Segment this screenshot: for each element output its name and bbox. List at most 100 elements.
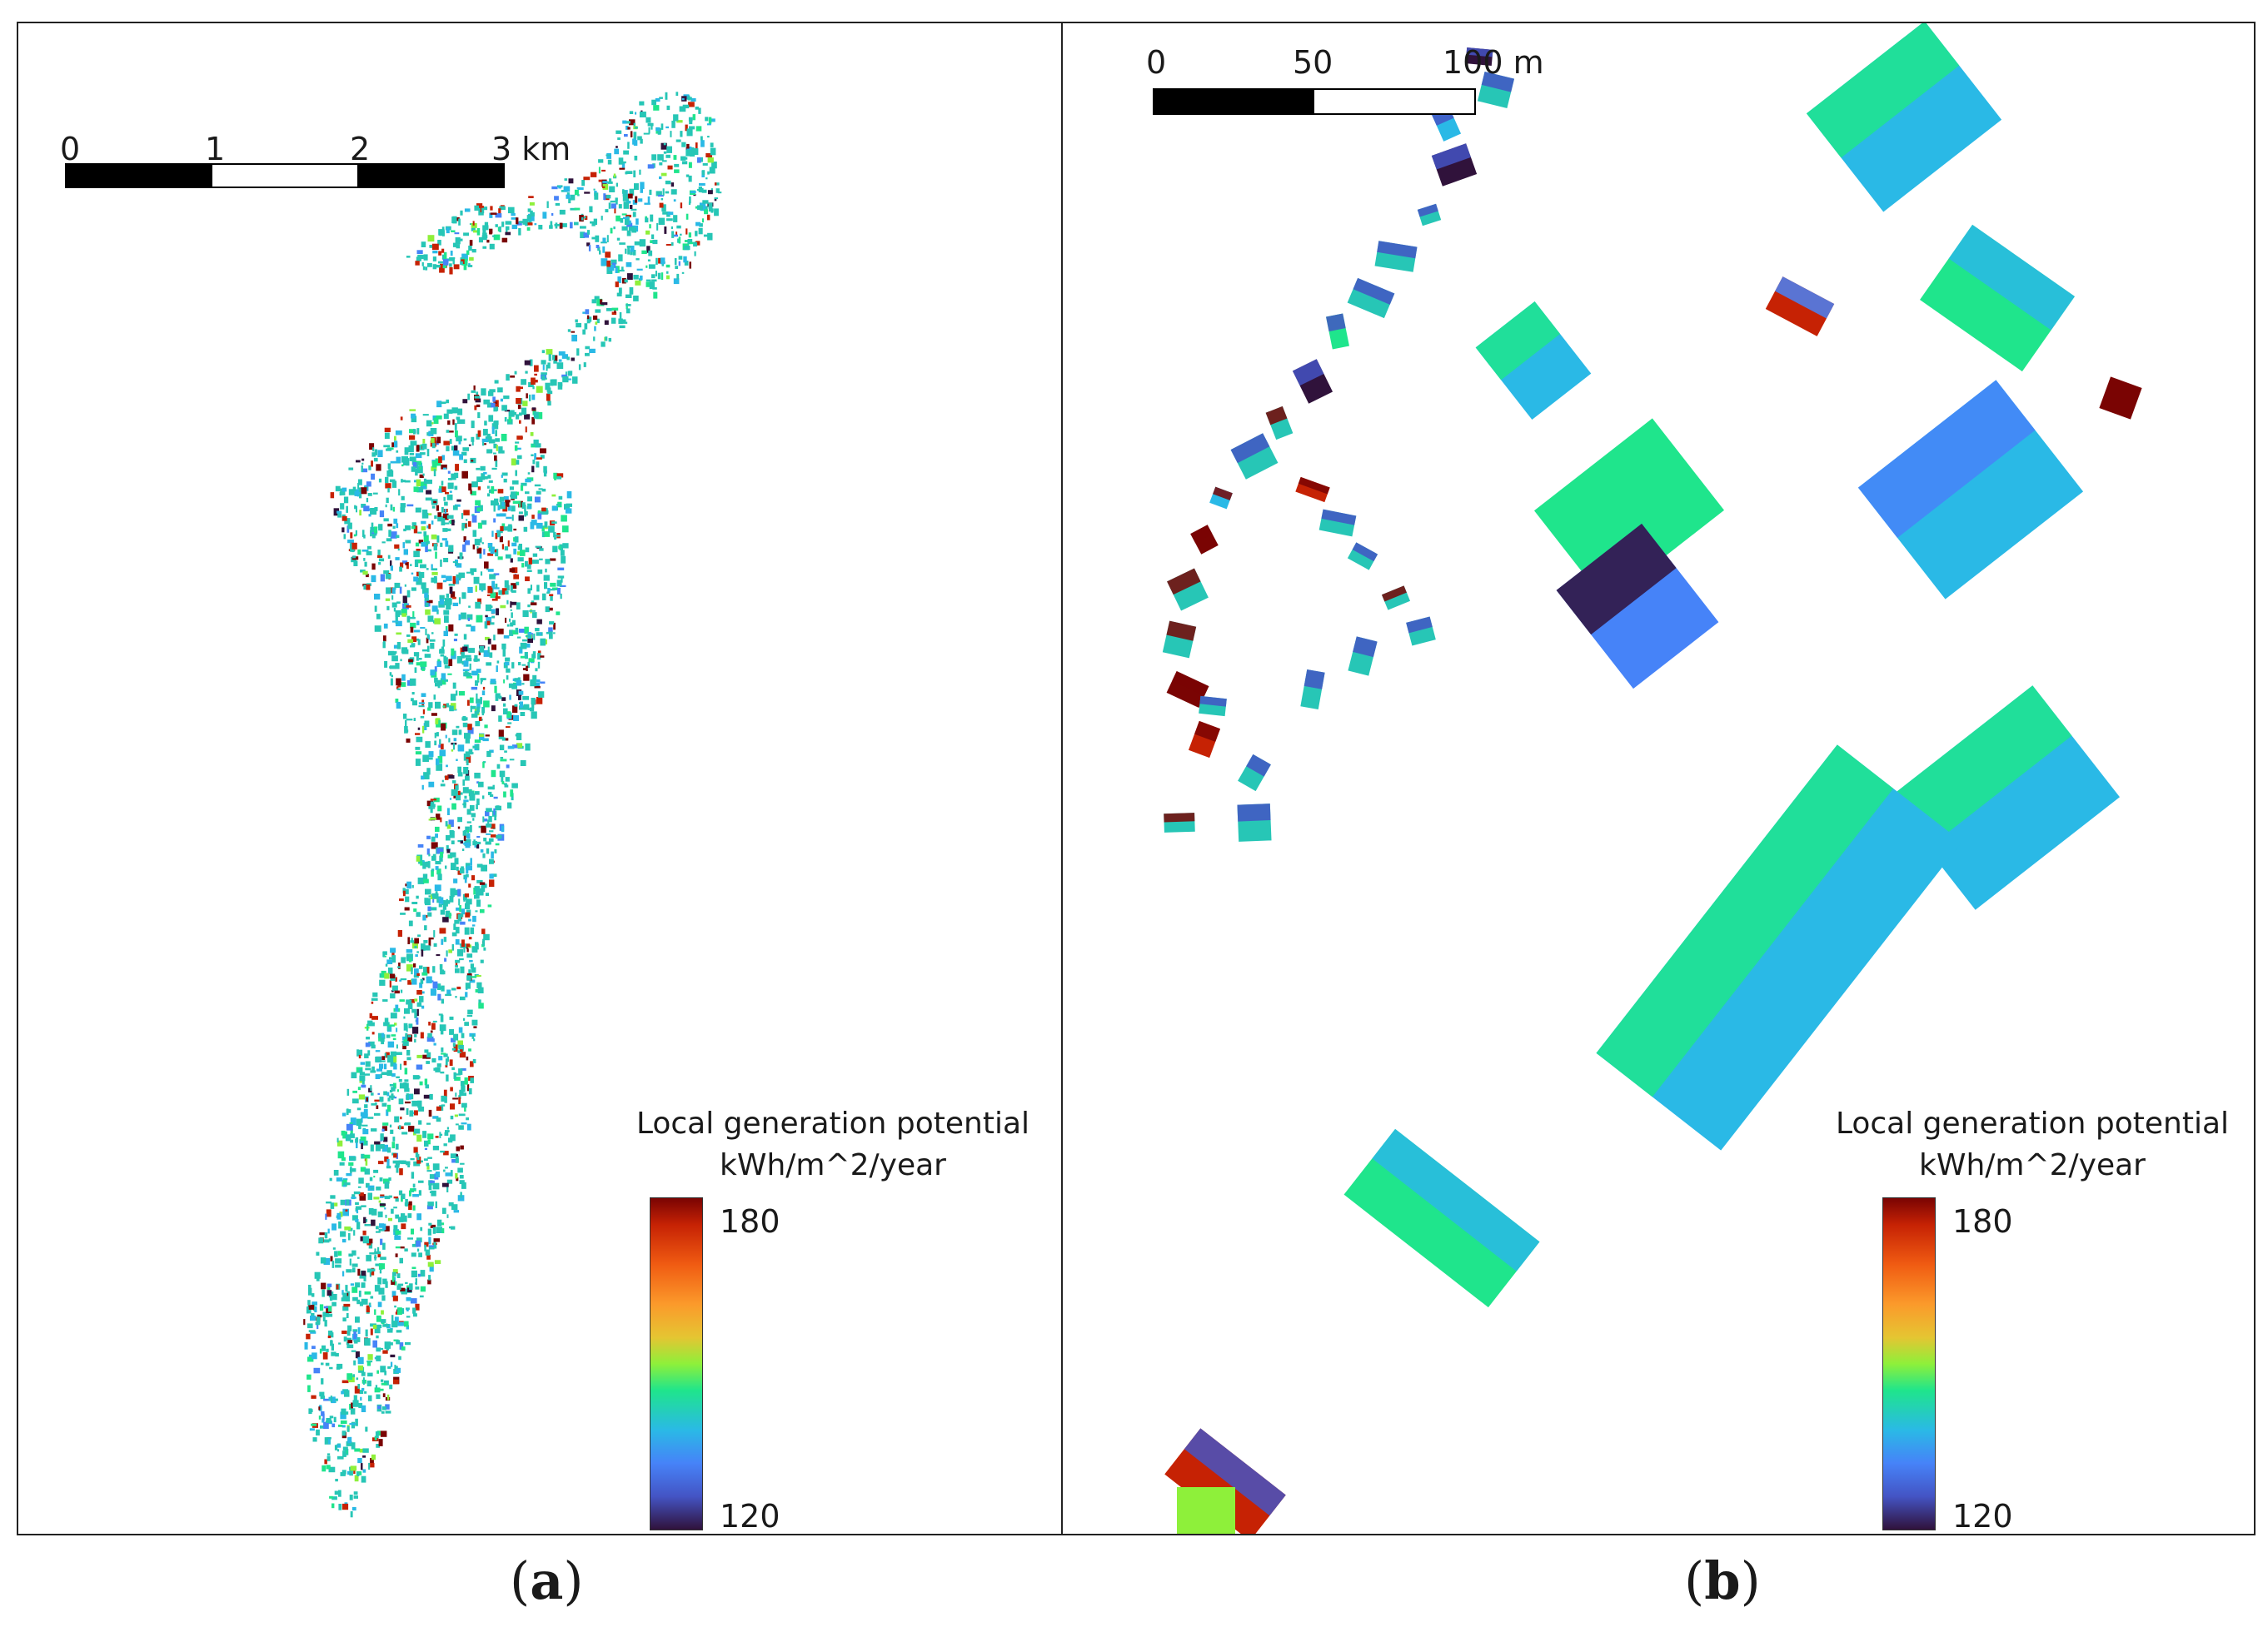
building-footprint bbox=[331, 1496, 337, 1500]
building-footprint bbox=[319, 1405, 322, 1411]
building-footprint bbox=[556, 476, 562, 480]
building-footprint bbox=[464, 540, 470, 545]
building-footprint bbox=[418, 1180, 424, 1183]
building-footprint bbox=[322, 1352, 328, 1360]
building-footprint bbox=[525, 478, 531, 483]
building-footprint bbox=[400, 1107, 405, 1111]
building-footprint bbox=[436, 1226, 443, 1233]
building-footprint bbox=[531, 600, 535, 603]
building-footprint bbox=[511, 224, 518, 230]
building-footprint bbox=[557, 575, 565, 579]
building-footprint bbox=[392, 1269, 398, 1273]
building-footprint bbox=[384, 1018, 389, 1024]
building-footprint bbox=[439, 649, 445, 654]
building-footprint bbox=[489, 879, 495, 888]
building-footprint bbox=[476, 699, 482, 704]
building-footprint bbox=[531, 210, 533, 214]
building-footprint bbox=[329, 1416, 334, 1419]
building-footprint bbox=[532, 612, 537, 618]
building-footprint bbox=[457, 772, 463, 777]
building-footprint bbox=[428, 524, 431, 530]
building-footprint bbox=[431, 980, 434, 983]
building-footprint bbox=[491, 598, 498, 601]
building-footprint bbox=[379, 1203, 386, 1207]
building-footprint bbox=[425, 629, 427, 635]
building-footprint bbox=[414, 1038, 416, 1042]
building-footprint bbox=[377, 1246, 380, 1254]
building-footprint bbox=[476, 975, 481, 978]
building-footprint bbox=[496, 834, 502, 839]
building-footprint bbox=[517, 551, 520, 555]
building-footprint bbox=[460, 913, 464, 918]
building-footprint bbox=[416, 1237, 422, 1243]
building-footprint bbox=[366, 1381, 371, 1386]
building-footprint bbox=[551, 379, 557, 386]
building-footprint bbox=[481, 707, 486, 714]
building-footprint bbox=[501, 643, 506, 649]
building-footprint bbox=[380, 1073, 382, 1078]
building-footprint bbox=[664, 226, 667, 234]
building-footprint bbox=[486, 239, 490, 243]
building-footprint bbox=[665, 92, 668, 100]
building-footprint bbox=[566, 503, 572, 507]
building-footprint bbox=[467, 521, 471, 527]
building-footprint bbox=[361, 1142, 363, 1150]
building-footprint bbox=[345, 1337, 351, 1341]
building-footprint bbox=[456, 690, 458, 696]
building-footprint bbox=[445, 910, 451, 918]
building-footprint bbox=[347, 540, 354, 544]
building-footprint bbox=[494, 685, 497, 694]
building-footprint bbox=[646, 246, 650, 253]
building-footprint bbox=[450, 1134, 456, 1142]
building-footprint bbox=[374, 1112, 381, 1116]
building-footprint bbox=[455, 996, 457, 998]
building-footprint bbox=[401, 1215, 407, 1222]
building-footprint bbox=[488, 605, 493, 608]
building-footprint bbox=[430, 804, 436, 808]
building-footprint bbox=[495, 583, 498, 589]
building-footprint bbox=[667, 211, 674, 216]
building-footprint bbox=[666, 218, 673, 221]
building-footprint bbox=[558, 186, 561, 189]
building-footprint bbox=[394, 1366, 398, 1369]
building-footprint bbox=[439, 928, 446, 934]
building-footprint bbox=[429, 1264, 434, 1272]
building-footprint bbox=[385, 1411, 391, 1414]
building-footprint bbox=[360, 1062, 366, 1065]
building-footprint bbox=[446, 227, 450, 234]
building-footprint bbox=[374, 1309, 376, 1316]
building-footprint bbox=[414, 1110, 418, 1116]
building-footprint bbox=[503, 791, 506, 798]
building-footprint bbox=[404, 450, 409, 455]
building-footprint bbox=[527, 588, 531, 594]
building-footprint bbox=[574, 189, 579, 196]
building-footprint bbox=[583, 362, 586, 367]
building-footprint bbox=[491, 580, 496, 588]
legend-max: 180 bbox=[1952, 1203, 2013, 1240]
building-footprint bbox=[571, 331, 575, 333]
building-footprint bbox=[416, 571, 420, 577]
building-footprint bbox=[400, 503, 406, 508]
building-footprint bbox=[609, 178, 612, 184]
building-footprint bbox=[406, 1025, 408, 1032]
building-footprint bbox=[453, 1044, 458, 1052]
building-footprint bbox=[442, 259, 449, 266]
building-footprint bbox=[449, 913, 451, 919]
building-footprint bbox=[366, 1182, 370, 1188]
building-footprint bbox=[427, 1279, 431, 1285]
building-footprint bbox=[707, 136, 710, 138]
building-footprint bbox=[590, 172, 597, 177]
scale-label-0: 0 bbox=[1146, 44, 1167, 81]
building-footprint bbox=[389, 973, 396, 979]
building-footprint bbox=[476, 781, 480, 784]
building-footprint bbox=[446, 258, 453, 261]
building-footprint bbox=[476, 836, 481, 838]
building-footprint bbox=[384, 1052, 386, 1058]
building-footprint bbox=[391, 955, 396, 963]
building-footprint bbox=[415, 746, 421, 750]
building-footprint bbox=[390, 1354, 396, 1358]
building-footprint bbox=[427, 1139, 431, 1145]
building-footprint bbox=[606, 308, 612, 311]
building-footprint bbox=[428, 1109, 432, 1117]
building-footprint bbox=[307, 1385, 311, 1392]
